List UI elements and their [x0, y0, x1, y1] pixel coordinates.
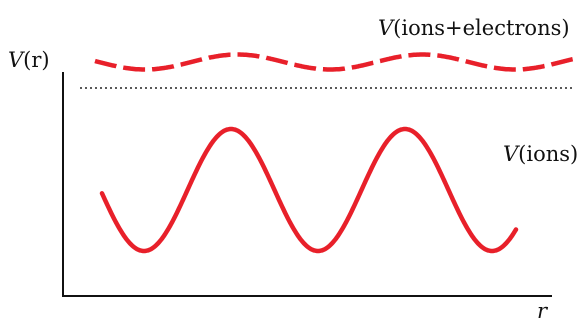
y-axis-label: V(r) [8, 48, 50, 72]
lower-curve-label: V(ions) [503, 142, 578, 166]
ions-electrons-potential-curve [94, 52, 577, 72]
x-axis-label: r [537, 299, 549, 320]
ions-potential-curve [99, 126, 519, 254]
upper-curve-label: V(ions+electrons) [378, 16, 570, 40]
